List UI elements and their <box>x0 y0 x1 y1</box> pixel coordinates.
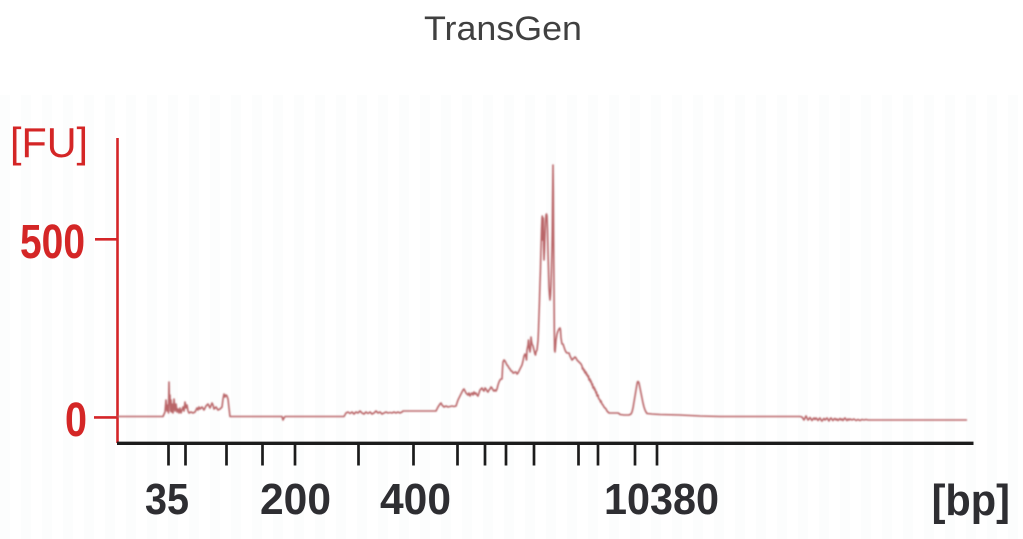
svg-text:0: 0 <box>65 394 87 447</box>
svg-text:200: 200 <box>260 475 331 524</box>
svg-text:TransGen: TransGen <box>424 10 582 48</box>
svg-text:400: 400 <box>380 475 451 524</box>
svg-text:35: 35 <box>145 475 189 524</box>
svg-text:500: 500 <box>20 216 85 269</box>
svg-text:[bp]: [bp] <box>932 476 1010 525</box>
svg-text:[FU]: [FU] <box>10 119 88 166</box>
svg-text:10380: 10380 <box>604 475 719 524</box>
